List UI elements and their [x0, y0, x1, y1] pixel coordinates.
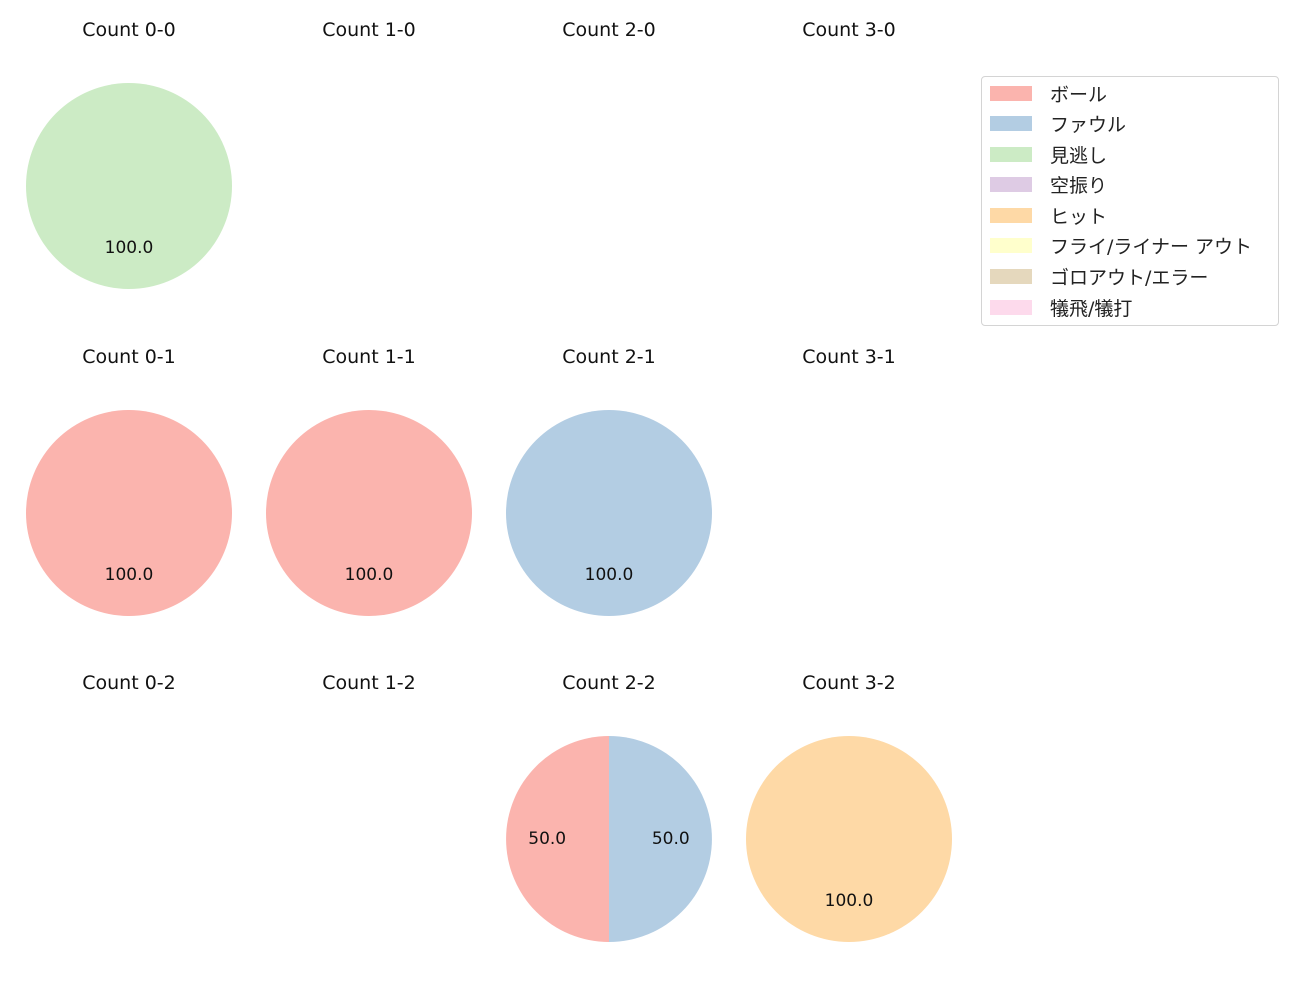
pie-slice: [266, 410, 472, 616]
panel-title: Count 2-2: [562, 672, 656, 694]
pie-slice: [506, 736, 609, 942]
legend-swatch: [990, 176, 1032, 192]
legend-label: 見逃し: [1050, 144, 1108, 167]
legend: ボール ファウル 見逃し 空振り ヒット フライ/ライナー アウト ゴロアウト/…: [981, 76, 1279, 326]
legend-swatch: [990, 207, 1032, 223]
legend-item-swinging-strike: 空振り: [990, 169, 1107, 199]
legend-swatch: [990, 299, 1032, 315]
pie-slice: [26, 410, 232, 616]
legend-label: フライ/ライナー アウト: [1050, 235, 1253, 258]
panel-title: Count 2-1: [562, 346, 656, 368]
slice-label: 100.0: [105, 238, 154, 258]
legend-item-fly-out: フライ/ライナー アウト: [990, 230, 1252, 260]
legend-item-sacrifice: 犠飛/犠打: [990, 292, 1132, 322]
pie-slice: [506, 410, 712, 616]
panel-title: Count 3-2: [802, 672, 896, 694]
legend-item-ground-out: ゴロアウト/エラー: [990, 261, 1208, 291]
legend-label: ゴロアウト/エラー: [1050, 266, 1209, 289]
legend-label: ボール: [1050, 83, 1108, 106]
panel-title: Count 1-1: [322, 346, 416, 368]
panel-title: Count 1-0: [322, 19, 416, 41]
pie-slice: [609, 736, 712, 942]
legend-item-hit: ヒット: [990, 200, 1107, 230]
legend-label: 犠飛/犠打: [1050, 297, 1133, 320]
legend-item-ball: ボール: [990, 78, 1107, 108]
panel-title: Count 2-0: [562, 19, 656, 41]
legend-swatch: [990, 85, 1032, 101]
slice-label: 50.0: [652, 829, 690, 849]
slice-label: 100.0: [825, 891, 874, 911]
panel-title: Count 0-0: [82, 19, 176, 41]
pie-slice: [746, 736, 952, 942]
legend-swatch: [990, 268, 1032, 284]
legend-item-foul: ファウル: [990, 108, 1126, 138]
legend-label: ファウル: [1050, 113, 1127, 136]
panel-title: Count 0-1: [82, 346, 176, 368]
legend-swatch: [990, 146, 1032, 162]
slice-label: 100.0: [345, 565, 394, 585]
panel-title: Count 3-1: [802, 346, 896, 368]
legend-label: 空振り: [1050, 174, 1108, 197]
legend-swatch: [990, 237, 1032, 253]
slice-label: 50.0: [528, 829, 566, 849]
panel-title: Count 1-2: [322, 672, 416, 694]
pie-slice: [26, 83, 232, 289]
slice-label: 100.0: [585, 565, 634, 585]
legend-label: ヒット: [1050, 205, 1108, 228]
legend-swatch: [990, 115, 1032, 131]
slice-label: 100.0: [105, 565, 154, 585]
legend-item-called-strike: 見逃し: [990, 139, 1107, 169]
panel-title: Count 3-0: [802, 19, 896, 41]
panel-title: Count 0-2: [82, 672, 176, 694]
